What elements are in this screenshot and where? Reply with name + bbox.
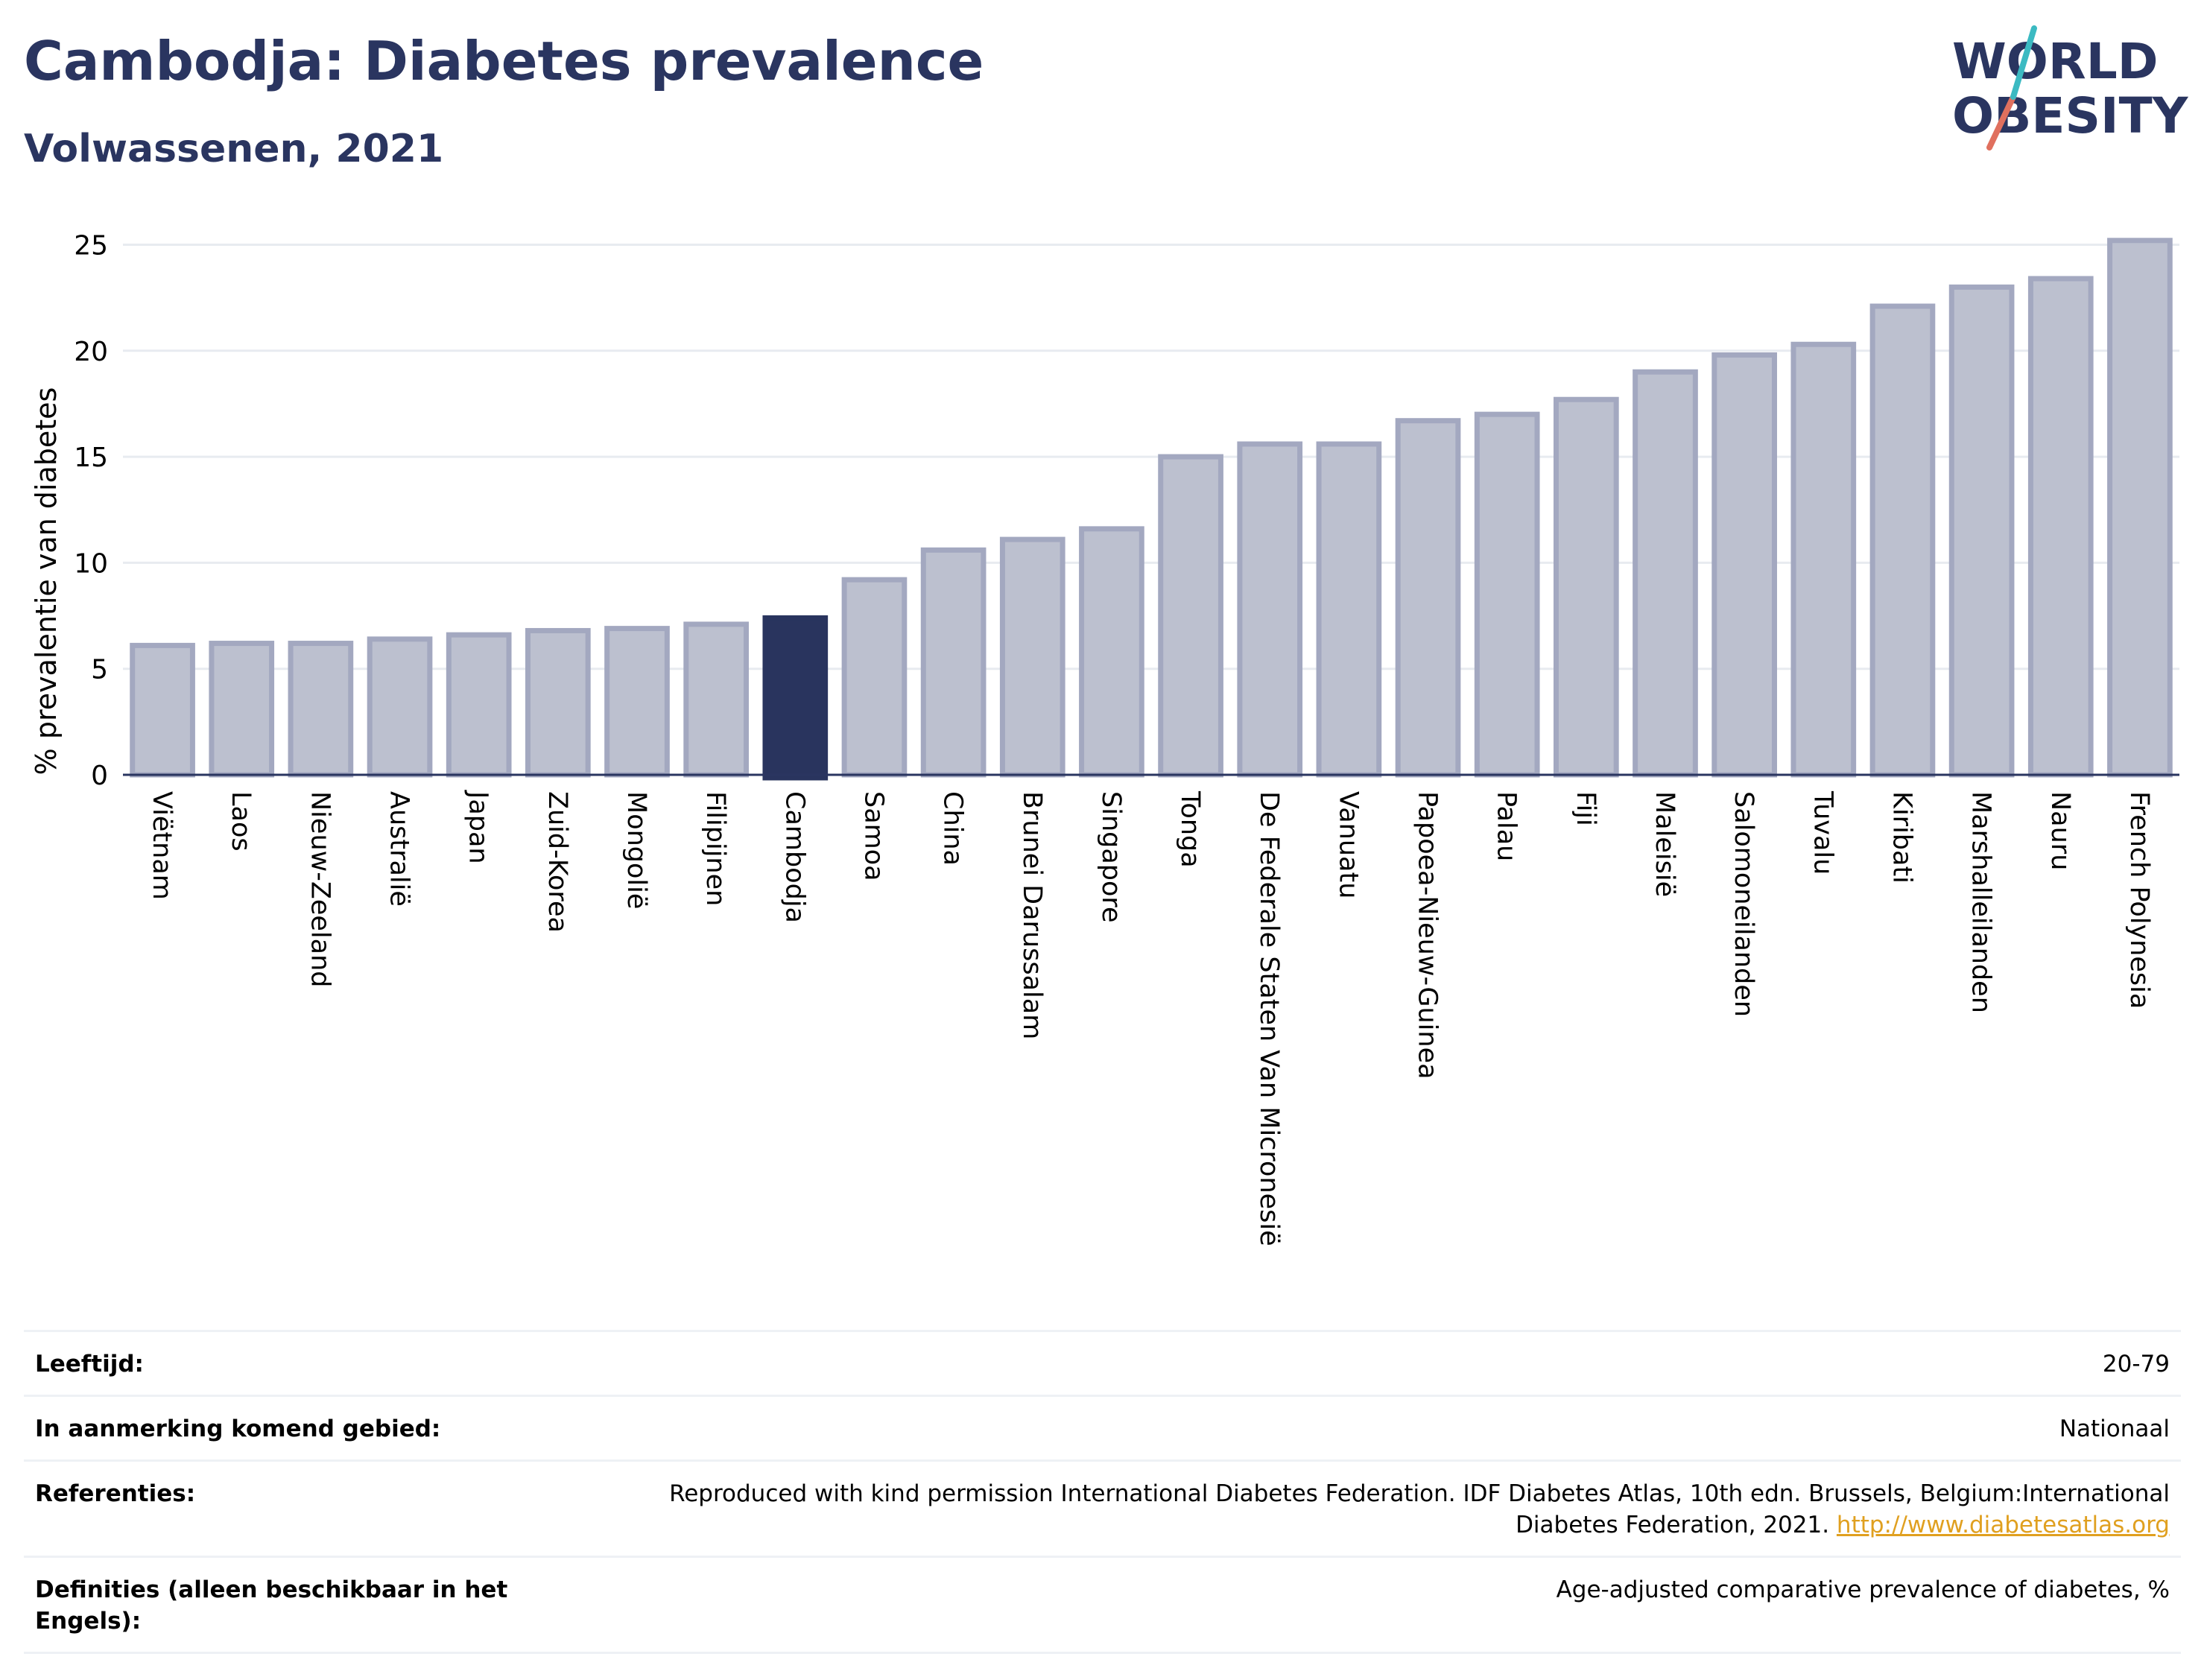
x-tick-label: Maleisië	[1650, 791, 1679, 897]
bar-3	[367, 636, 433, 778]
x-tick-label: De Federale Staten Van Micronesië	[1254, 791, 1284, 1246]
x-tick-label: Fiji	[1571, 791, 1600, 826]
y-axis-label: % prevalentie van diabetes	[30, 387, 63, 776]
x-tick-label: Vanuatu	[1333, 791, 1363, 898]
x-tick-label: Zuid-Korea	[542, 791, 572, 933]
x-tick-label: Laos	[226, 791, 256, 852]
y-tick-labels: 0 5 10 15 20 25	[74, 230, 108, 791]
bar-7	[683, 621, 749, 778]
bar-19	[1633, 369, 1698, 778]
bar-22	[1869, 303, 1936, 778]
bar-23	[1948, 284, 2015, 778]
x-tick-label: Salomoneilanden	[1729, 791, 1758, 1017]
info-table: Leeftijd: 20-79 In aanmerking komend geb…	[24, 1330, 2181, 1654]
bar-12	[1079, 526, 1144, 778]
x-tick-label: Tonga	[1175, 790, 1205, 868]
x-tick-label: Filipijnen	[700, 791, 730, 906]
bar-15	[1316, 441, 1382, 778]
bar-10	[920, 547, 987, 778]
info-value-definitions: Age-adjusted comparative prevalence of d…	[1556, 1576, 2170, 1603]
info-row-area: In aanmerking komend gebied: Nationaal	[24, 1395, 2181, 1459]
bar-25	[2107, 238, 2173, 778]
svg-text:OBESITY: OBESITY	[1952, 87, 2189, 145]
info-row-references: Referenties: Reproduced with kind permis…	[24, 1459, 2181, 1556]
x-tick-label: Nieuw-Zeeland	[305, 791, 335, 988]
bar-4	[446, 632, 512, 778]
x-tick-label: Marshalleilanden	[1966, 791, 1996, 1013]
x-tick-label: China	[938, 791, 968, 866]
x-tick-label: Brunei Darussalam	[1017, 791, 1047, 1039]
x-tick-labels: Viëtnam Laos Nieuw-Zeeland Australië Japan Zu…	[147, 790, 2154, 1246]
x-tick-label: Australië	[384, 791, 414, 907]
bar-21	[1790, 341, 1857, 778]
bar-18	[1554, 396, 1619, 778]
bar-5	[525, 627, 591, 778]
info-label-age: Leeftijd:	[35, 1351, 144, 1378]
x-tick-label: Samoa	[858, 791, 888, 881]
bar-16	[1395, 418, 1461, 778]
bar-6	[604, 626, 670, 778]
x-tick-label: Japan	[463, 790, 493, 864]
info-value-area: Nationaal	[2059, 1416, 2170, 1442]
bar-17	[1474, 411, 1540, 778]
bar-1	[209, 641, 275, 778]
x-tick-label: Palau	[1492, 791, 1521, 861]
world-obesity-logo: WORLD OBESITY	[1952, 25, 2189, 150]
bar-9	[841, 577, 908, 778]
info-value-age: 20-79	[2102, 1351, 2170, 1378]
x-tick-label: French Polynesia	[2124, 791, 2154, 1009]
y-tick-label: 0	[91, 761, 108, 791]
y-tick-label: 25	[74, 230, 108, 261]
x-tick-label: Viëtnam	[147, 791, 177, 900]
svg-text:WORLD: WORLD	[1952, 33, 2159, 90]
references-text: Reproduced with kind permission Internat…	[669, 1480, 2170, 1538]
y-tick-label: 20	[74, 337, 108, 367]
info-label-references: Referenties:	[35, 1480, 196, 1507]
page-title: Cambodja: Diabetes prevalence	[24, 30, 984, 92]
y-tick-label: 5	[91, 655, 108, 685]
info-label-area: In aanmerking komend gebied:	[35, 1416, 441, 1442]
y-tick-label: 15	[74, 443, 108, 473]
x-tick-label: Kiribati	[1887, 791, 1916, 884]
info-value-references: Reproduced with kind permission Internat…	[605, 1478, 2170, 1541]
bar-13	[1158, 454, 1223, 778]
references-link[interactable]: http://www.diabetesatlas.org	[1836, 1512, 2170, 1538]
bar-8	[762, 615, 829, 781]
bar-14	[1237, 441, 1303, 778]
bars	[130, 238, 2173, 781]
page-subtitle: Volwassenen, 2021	[24, 127, 444, 171]
x-tick-label: Mongolië	[621, 791, 651, 909]
info-row-age: Leeftijd: 20-79	[24, 1330, 2181, 1395]
x-tick-label: Singapore	[1096, 791, 1126, 923]
x-tick-label: Papoea-Nieuw-Guinea	[1413, 791, 1443, 1080]
bar-0	[130, 642, 195, 778]
x-tick-label: Cambodja	[779, 791, 809, 923]
info-row-definitions: Definities (alleen beschikbaar in het En…	[24, 1556, 2181, 1654]
bar-11	[999, 536, 1065, 778]
bar-chart: % prevalentie van diabetes 0 5 10 15 20 25 Vi…	[30, 230, 2179, 1246]
bar-2	[288, 641, 354, 778]
x-tick-label: Tuvalu	[1808, 790, 1837, 875]
info-label-definitions: Definities (alleen beschikbaar in het En…	[35, 1576, 508, 1635]
bar-20	[1711, 352, 1777, 778]
bar-24	[2027, 276, 2094, 778]
x-tick-label: Nauru	[2045, 791, 2075, 870]
y-tick-label: 10	[74, 548, 108, 579]
